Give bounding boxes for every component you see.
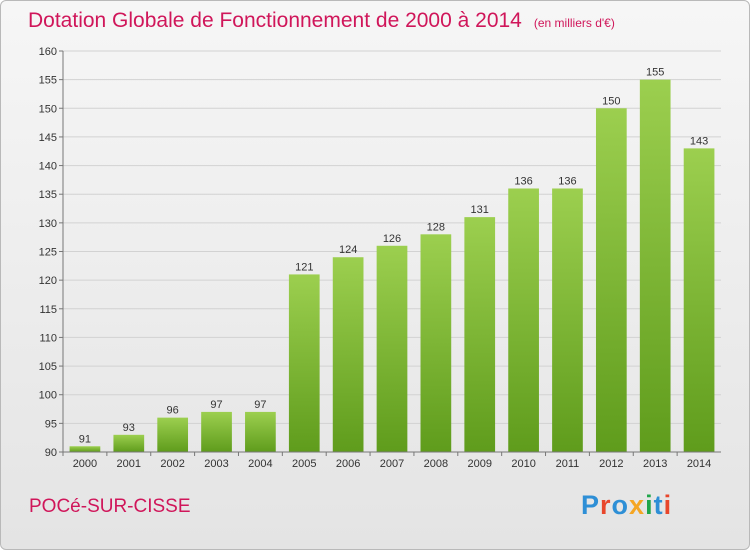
bar-2014 (683, 148, 715, 452)
data-label-2001: 93 (123, 422, 135, 434)
logo-letter: o (611, 490, 630, 520)
bar-2010 (508, 188, 539, 452)
proxiti-logo: Proxiti (581, 490, 672, 521)
bars: 91 93 96 97 97 121 124 126 128 131 136 136 150 155 143 (69, 67, 715, 453)
y-tick-label: 120 (39, 275, 57, 287)
x-tick-label-2014: 2014 (687, 458, 711, 470)
y-tick-label: 160 (39, 46, 57, 58)
bar-2007 (376, 245, 408, 452)
data-label-2004: 97 (254, 399, 266, 411)
x-tick-label-2013: 2013 (643, 458, 667, 470)
x-tick-label-2003: 2003 (204, 458, 228, 470)
y-tick-label: 115 (39, 304, 57, 316)
chart-title: Dotation Globale de Fonctionnement de 20… (28, 9, 615, 33)
bar-2013 (639, 79, 671, 453)
y-tick-label: 150 (39, 103, 57, 115)
bar-2003 (201, 411, 232, 452)
x-tick-label-2006: 2006 (336, 458, 360, 470)
x-tick-label-2005: 2005 (292, 458, 316, 470)
bar-2011 (552, 188, 583, 452)
logo-letter: x (629, 490, 646, 520)
y-tick-label: 105 (39, 361, 57, 373)
axes: 90 95 100 105 110 115 120 125 130 135 140 145 150 155… (39, 46, 721, 470)
logo-letter: P (581, 490, 601, 520)
data-label-2000: 91 (79, 433, 91, 445)
x-tick-label-2010: 2010 (511, 458, 535, 470)
x-tick-label-2009: 2009 (467, 458, 491, 470)
unit-note: (en milliers d'€) (533, 16, 615, 30)
y-tick-label: 95 (45, 418, 57, 430)
data-label-2010: 136 (514, 175, 532, 187)
data-label-2014: 143 (690, 135, 708, 147)
x-tick-label-2002: 2002 (160, 458, 184, 470)
bar-2006 (332, 257, 364, 452)
logo-letter: r (600, 490, 612, 520)
y-tick-label: 140 (39, 161, 57, 173)
data-label-2006: 124 (339, 244, 357, 256)
y-tick-label: 155 (39, 75, 57, 87)
data-label-2003: 97 (210, 399, 222, 411)
bar-2005 (288, 274, 320, 452)
x-tick-label-2012: 2012 (599, 458, 623, 470)
y-tick-label: 110 (39, 332, 57, 344)
logo-letter: i (663, 490, 673, 520)
logo-letter: i (645, 490, 654, 520)
y-tick-label: 125 (39, 247, 57, 259)
bar-2004 (245, 411, 276, 452)
data-label-2007: 126 (383, 233, 401, 245)
data-label-2008: 128 (427, 221, 445, 233)
data-label-2009: 131 (471, 204, 489, 216)
logo-letter: t (653, 490, 664, 520)
data-label-2013: 155 (646, 67, 664, 79)
bar-2008 (420, 234, 452, 452)
y-tick-label: 100 (39, 390, 57, 402)
y-tick-label: 130 (39, 218, 57, 230)
y-tick-label: 145 (39, 132, 57, 144)
data-label-2002: 96 (167, 405, 179, 417)
data-label-2005: 121 (295, 261, 313, 273)
x-tick-label-2000: 2000 (73, 458, 97, 470)
title-text: Dotation Globale de Fonctionnement de 20… (28, 9, 522, 32)
commune-name: POCé-SUR-CISSE (29, 496, 191, 517)
y-tick-label: 135 (39, 189, 57, 201)
bar-2001 (113, 434, 145, 452)
y-tick-label: 90 (45, 447, 57, 459)
x-tick-label-2011: 2011 (556, 458, 580, 470)
x-tick-label-2004: 2004 (248, 458, 272, 470)
bar-2000 (69, 446, 101, 452)
data-label-2011: 136 (558, 175, 576, 187)
x-tick-label-2001: 2001 (117, 458, 141, 470)
bar-2012 (595, 108, 627, 453)
data-label-2012: 150 (602, 95, 620, 107)
x-tick-label-2008: 2008 (424, 458, 448, 470)
bar-2009 (464, 217, 496, 452)
x-tick-label-2007: 2007 (380, 458, 404, 470)
bar-2002 (157, 417, 189, 452)
